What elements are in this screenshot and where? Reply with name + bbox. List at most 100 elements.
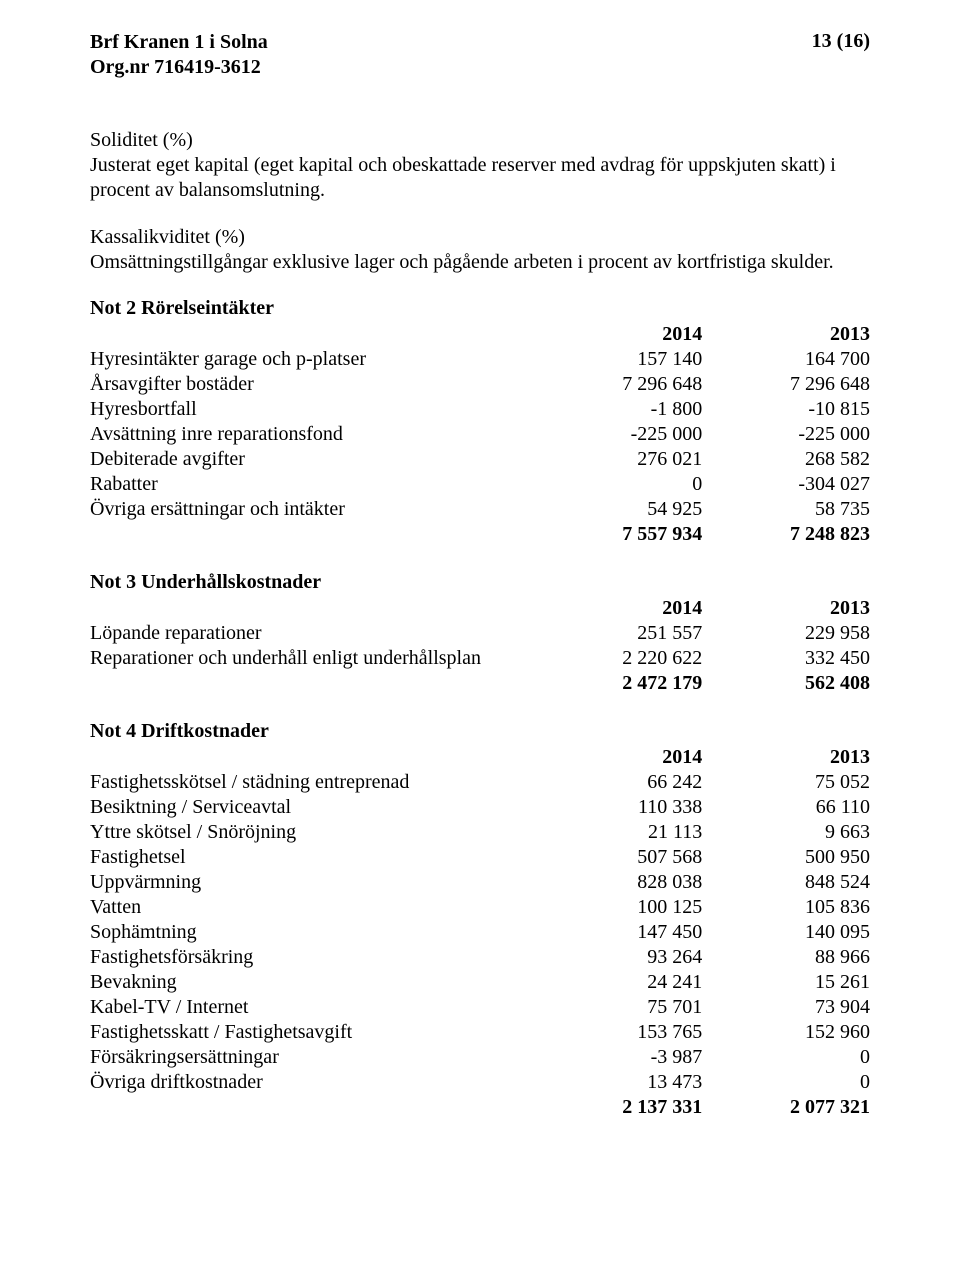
- row-value-1: 153 765: [535, 1020, 703, 1045]
- column-header-year1: 2014: [535, 745, 703, 770]
- table-row: Övriga driftkostnader13 4730: [90, 1070, 870, 1095]
- financial-table: 20142013Hyresintäkter garage och p-plats…: [90, 322, 870, 547]
- total-label: [90, 1095, 535, 1120]
- row-value-1: 54 925: [535, 497, 703, 522]
- row-value-2: 15 261: [702, 970, 870, 995]
- row-value-1: 276 021: [535, 447, 703, 472]
- total-value-1: 2 137 331: [535, 1095, 703, 1120]
- row-label: Fastighetsskötsel / städning entreprenad: [90, 770, 535, 795]
- row-value-2: 848 524: [702, 870, 870, 895]
- notes-container: Not 2 Rörelseintäkter20142013Hyresintäkt…: [90, 297, 870, 1120]
- table-header-row: 20142013: [90, 596, 870, 621]
- header-left: Brf Kranen 1 i Solna Org.nr 716419-3612: [90, 30, 268, 80]
- row-label: Sophämtning: [90, 920, 535, 945]
- row-value-2: 88 966: [702, 945, 870, 970]
- row-value-2: 9 663: [702, 820, 870, 845]
- row-value-1: 251 557: [535, 621, 703, 646]
- row-value-1: 93 264: [535, 945, 703, 970]
- row-value-2: 164 700: [702, 347, 870, 372]
- row-value-2: -304 027: [702, 472, 870, 497]
- row-value-1: 2 220 622: [535, 646, 703, 671]
- financial-table: 20142013Löpande reparationer251 557229 9…: [90, 596, 870, 696]
- row-value-1: 147 450: [535, 920, 703, 945]
- row-label: Besiktning / Serviceavtal: [90, 795, 535, 820]
- table-row: Vatten100 125105 836: [90, 895, 870, 920]
- row-value-2: 7 296 648: [702, 372, 870, 397]
- row-value-1: 507 568: [535, 845, 703, 870]
- row-value-2: 500 950: [702, 845, 870, 870]
- column-header-year2: 2013: [702, 596, 870, 621]
- page-header: Brf Kranen 1 i Solna Org.nr 716419-3612 …: [90, 30, 870, 80]
- financial-table: 20142013Fastighetsskötsel / städning ent…: [90, 745, 870, 1120]
- row-value-2: 58 735: [702, 497, 870, 522]
- row-label: Avsättning inre reparationsfond: [90, 422, 535, 447]
- row-label: Kabel-TV / Internet: [90, 995, 535, 1020]
- table-header-empty: [90, 596, 535, 621]
- total-value-1: 2 472 179: [535, 671, 703, 696]
- row-value-1: 66 242: [535, 770, 703, 795]
- table-row: Fastighetsskötsel / städning entreprenad…: [90, 770, 870, 795]
- row-value-2: -225 000: [702, 422, 870, 447]
- row-label: Bevakning: [90, 970, 535, 995]
- row-value-1: 0: [535, 472, 703, 497]
- row-value-2: 105 836: [702, 895, 870, 920]
- row-value-1: 75 701: [535, 995, 703, 1020]
- table-row: Kabel-TV / Internet75 70173 904: [90, 995, 870, 1020]
- total-value-2: 7 248 823: [702, 522, 870, 547]
- note-title: Not 4 Driftkostnader: [90, 720, 870, 743]
- table-row: Årsavgifter bostäder7 296 6487 296 648: [90, 372, 870, 397]
- org-name: Brf Kranen 1 i Solna: [90, 30, 268, 55]
- row-label: Fastighetsförsäkring: [90, 945, 535, 970]
- column-header-year2: 2013: [702, 322, 870, 347]
- row-label: Reparationer och underhåll enligt underh…: [90, 646, 535, 671]
- row-value-2: -10 815: [702, 397, 870, 422]
- row-value-2: 73 904: [702, 995, 870, 1020]
- table-row: Sophämtning147 450140 095: [90, 920, 870, 945]
- table-header-empty: [90, 745, 535, 770]
- row-value-1: -1 800: [535, 397, 703, 422]
- table-row: Avsättning inre reparationsfond-225 000-…: [90, 422, 870, 447]
- soliditet-text: Justerat eget kapital (eget kapital och …: [90, 154, 836, 201]
- soliditet-label: Soliditet (%): [90, 128, 870, 153]
- column-header-year1: 2014: [535, 596, 703, 621]
- row-value-1: 24 241: [535, 970, 703, 995]
- table-row: Debiterade avgifter276 021268 582: [90, 447, 870, 472]
- row-label: Fastighetsskatt / Fastighetsavgift: [90, 1020, 535, 1045]
- table-row: Fastighetsskatt / Fastighetsavgift153 76…: [90, 1020, 870, 1045]
- row-label: Försäkringsersättningar: [90, 1045, 535, 1070]
- row-label: Hyresintäkter garage och p-platser: [90, 347, 535, 372]
- table-row: Besiktning / Serviceavtal110 33866 110: [90, 795, 870, 820]
- column-header-year1: 2014: [535, 322, 703, 347]
- table-header-row: 20142013: [90, 745, 870, 770]
- row-value-2: 75 052: [702, 770, 870, 795]
- row-value-2: 0: [702, 1070, 870, 1095]
- kassalikviditet-block: Kassalikviditet (%) Omsättningstillgånga…: [90, 225, 870, 275]
- row-label: Uppvärmning: [90, 870, 535, 895]
- row-value-1: 828 038: [535, 870, 703, 895]
- table-row: Uppvärmning828 038848 524: [90, 870, 870, 895]
- table-total-row: 2 472 179562 408: [90, 671, 870, 696]
- table-header-row: 20142013: [90, 322, 870, 347]
- table-row: Försäkringsersättningar-3 9870: [90, 1045, 870, 1070]
- row-value-2: 229 958: [702, 621, 870, 646]
- kassalikviditet-label: Kassalikviditet (%): [90, 225, 870, 250]
- total-label: [90, 522, 535, 547]
- row-label: Yttre skötsel / Snöröjning: [90, 820, 535, 845]
- row-value-1: 110 338: [535, 795, 703, 820]
- table-row: Hyresbortfall-1 800-10 815: [90, 397, 870, 422]
- table-header-empty: [90, 322, 535, 347]
- row-value-1: 100 125: [535, 895, 703, 920]
- table-row: Bevakning24 24115 261: [90, 970, 870, 995]
- row-value-1: -225 000: [535, 422, 703, 447]
- table-row: Övriga ersättningar och intäkter54 92558…: [90, 497, 870, 522]
- table-row: Fastighetsel507 568500 950: [90, 845, 870, 870]
- kassalikviditet-text: Omsättningstillgångar exklusive lager oc…: [90, 251, 834, 273]
- row-value-1: 7 296 648: [535, 372, 703, 397]
- page: Brf Kranen 1 i Solna Org.nr 716419-3612 …: [0, 0, 960, 1268]
- soliditet-block: Soliditet (%) Justerat eget kapital (ege…: [90, 128, 870, 203]
- row-value-2: 66 110: [702, 795, 870, 820]
- row-label: Rabatter: [90, 472, 535, 497]
- total-value-1: 7 557 934: [535, 522, 703, 547]
- total-value-2: 562 408: [702, 671, 870, 696]
- row-value-2: 268 582: [702, 447, 870, 472]
